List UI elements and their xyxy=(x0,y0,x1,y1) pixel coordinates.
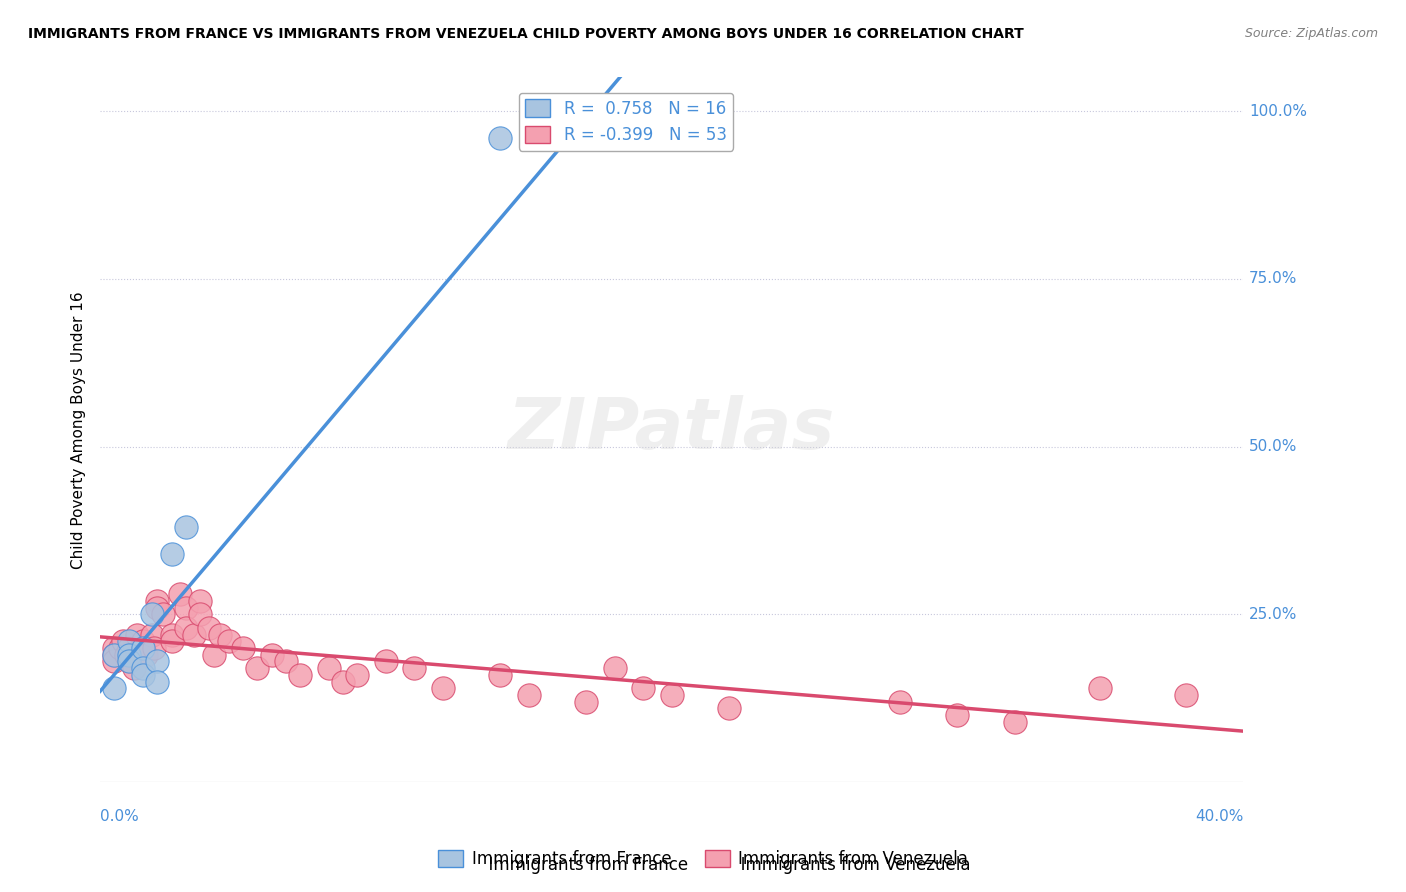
Point xyxy=(111,634,134,648)
Point xyxy=(288,668,311,682)
Text: ZIPatlas: ZIPatlas xyxy=(508,395,835,465)
Point xyxy=(232,641,254,656)
Point xyxy=(197,621,219,635)
Point xyxy=(169,587,191,601)
Point xyxy=(661,688,683,702)
Point xyxy=(183,627,205,641)
Point xyxy=(146,674,169,689)
Point xyxy=(575,695,598,709)
Point xyxy=(103,681,125,696)
Legend: R =  0.758   N = 16, R = -0.399   N = 53: R = 0.758 N = 16, R = -0.399 N = 53 xyxy=(519,93,734,151)
Text: 75.0%: 75.0% xyxy=(1249,271,1298,286)
Point xyxy=(108,641,131,656)
Text: Source: ZipAtlas.com: Source: ZipAtlas.com xyxy=(1244,27,1378,40)
Point xyxy=(103,641,125,656)
Point xyxy=(603,661,626,675)
Point xyxy=(132,641,155,656)
Point xyxy=(889,695,911,709)
Point xyxy=(118,641,141,656)
Point xyxy=(160,547,183,561)
Text: Immigrants from France          Immigrants from Venezuela: Immigrants from France Immigrants from V… xyxy=(436,856,970,874)
Point xyxy=(118,648,141,662)
Text: 100.0%: 100.0% xyxy=(1249,103,1308,119)
Point xyxy=(432,681,454,696)
Point xyxy=(260,648,283,662)
Point xyxy=(141,627,163,641)
Text: IMMIGRANTS FROM FRANCE VS IMMIGRANTS FROM VENEZUELA CHILD POVERTY AMONG BOYS UND: IMMIGRANTS FROM FRANCE VS IMMIGRANTS FRO… xyxy=(28,27,1024,41)
Text: 0.0%: 0.0% xyxy=(100,809,139,824)
Point xyxy=(118,634,141,648)
Point xyxy=(132,661,155,675)
Point xyxy=(132,668,155,682)
Point xyxy=(346,668,368,682)
Legend: Immigrants from France, Immigrants from Venezuela: Immigrants from France, Immigrants from … xyxy=(432,843,974,875)
Text: 25.0%: 25.0% xyxy=(1249,607,1298,622)
Point xyxy=(274,655,297,669)
Point xyxy=(374,655,396,669)
Point xyxy=(717,701,740,715)
Point xyxy=(103,648,125,662)
Point xyxy=(209,627,232,641)
Point xyxy=(141,607,163,622)
Point xyxy=(246,661,269,675)
Point xyxy=(146,655,169,669)
Point xyxy=(103,655,125,669)
Point xyxy=(135,648,157,662)
Point xyxy=(489,668,512,682)
Point xyxy=(174,520,197,534)
Point xyxy=(489,131,512,145)
Point xyxy=(118,655,141,669)
Point xyxy=(631,681,654,696)
Point xyxy=(575,131,598,145)
Point xyxy=(160,634,183,648)
Point xyxy=(188,607,211,622)
Point xyxy=(946,708,969,723)
Point xyxy=(132,641,155,656)
Point xyxy=(603,124,626,138)
Point xyxy=(115,648,138,662)
Text: 50.0%: 50.0% xyxy=(1249,439,1298,454)
Point xyxy=(318,661,340,675)
Text: 40.0%: 40.0% xyxy=(1195,809,1243,824)
Point xyxy=(132,634,155,648)
Point xyxy=(118,655,141,669)
Point xyxy=(1004,714,1026,729)
Point xyxy=(124,661,146,675)
Point xyxy=(160,627,183,641)
Point xyxy=(127,627,149,641)
Point xyxy=(404,661,426,675)
Point xyxy=(103,648,125,662)
Point xyxy=(218,634,240,648)
Point xyxy=(146,594,169,608)
Point xyxy=(152,607,174,622)
Y-axis label: Child Poverty Among Boys Under 16: Child Poverty Among Boys Under 16 xyxy=(72,291,86,569)
Point xyxy=(146,600,169,615)
Point xyxy=(143,641,166,656)
Point xyxy=(517,688,540,702)
Point xyxy=(1090,681,1112,696)
Point xyxy=(1175,688,1198,702)
Point xyxy=(174,621,197,635)
Point xyxy=(204,648,226,662)
Point xyxy=(174,600,197,615)
Point xyxy=(332,674,354,689)
Point xyxy=(188,594,211,608)
